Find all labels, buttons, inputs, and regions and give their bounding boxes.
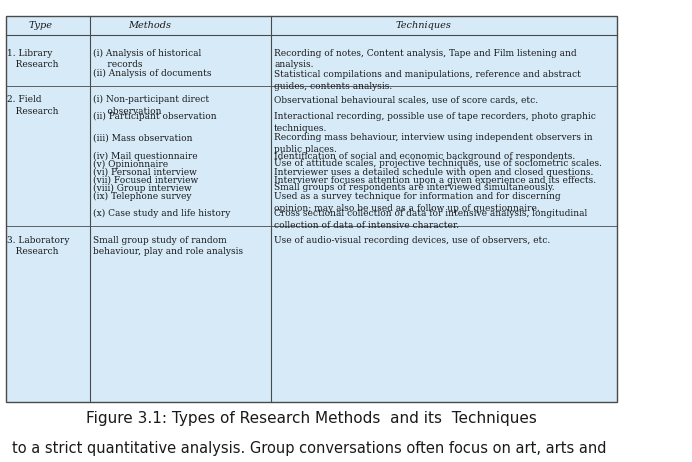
- Text: (ii) Analysis of documents: (ii) Analysis of documents: [93, 69, 212, 79]
- Text: Figure 3.1: Types of Research Methods  and its  Techniques: Figure 3.1: Types of Research Methods an…: [86, 411, 537, 426]
- Text: Use of audio-visual recording devices, use of observers, etc.: Use of audio-visual recording devices, u…: [274, 236, 550, 244]
- Text: (i) Analysis of historical
     records: (i) Analysis of historical records: [93, 49, 201, 69]
- Text: Small group study of random
behaviour, play and role analysis: Small group study of random behaviour, p…: [93, 236, 244, 256]
- Text: Small groups of respondents are interviewed simultaneously.: Small groups of respondents are intervie…: [274, 183, 555, 192]
- Text: Statistical compilations and manipulations, reference and abstract
guides, conte: Statistical compilations and manipulatio…: [274, 70, 581, 91]
- Text: Use of attitude scales, projective techniques, use of sociometric scales.: Use of attitude scales, projective techn…: [274, 159, 602, 168]
- Text: Methods: Methods: [128, 21, 171, 30]
- Text: (iii) Mass observation: (iii) Mass observation: [93, 133, 193, 142]
- Text: Techniques: Techniques: [396, 21, 452, 30]
- Text: Recording mass behaviour, interview using independent observers in
public places: Recording mass behaviour, interview usin…: [274, 133, 593, 154]
- Text: to a strict quantitative analysis. Group conversations often focus on art, arts : to a strict quantitative analysis. Group…: [12, 441, 607, 456]
- Text: (vi) Personal interview: (vi) Personal interview: [93, 168, 197, 176]
- FancyBboxPatch shape: [6, 16, 617, 402]
- Text: Used as a survey technique for information and for discerning
opinion; may also : Used as a survey technique for informati…: [274, 192, 561, 213]
- Text: (i) Non-participant direct
     observation: (i) Non-participant direct observation: [93, 95, 210, 116]
- Text: (ii) Participant observation: (ii) Participant observation: [93, 112, 217, 122]
- Text: 2. Field
   Research: 2. Field Research: [8, 95, 59, 116]
- Text: Type: Type: [28, 21, 53, 30]
- Text: (ix) Telephone survey: (ix) Telephone survey: [93, 192, 192, 201]
- Text: 3. Laboratory
   Research: 3. Laboratory Research: [8, 236, 70, 256]
- Text: (vii) Focused interview: (vii) Focused interview: [93, 176, 199, 184]
- Text: Interviewer focuses attention upon a given experience and its effects.: Interviewer focuses attention upon a giv…: [274, 176, 597, 184]
- Text: (iv) Mail questionnaire: (iv) Mail questionnaire: [93, 152, 198, 161]
- Text: Recording of notes, Content analysis, Tape and Film listening and
analysis.: Recording of notes, Content analysis, Ta…: [274, 49, 576, 69]
- Text: Identification of social and economic background of respondents.: Identification of social and economic ba…: [274, 152, 576, 160]
- Text: Interviewer uses a detailed schedule with open and closed questions.: Interviewer uses a detailed schedule wit…: [274, 168, 594, 176]
- Text: Cross sectional collection of data for intensive analysis, longitudinal
collecti: Cross sectional collection of data for i…: [274, 209, 588, 230]
- Text: Interactional recording, possible use of tape recorders, photo graphic
technique: Interactional recording, possible use of…: [274, 112, 596, 133]
- Text: (v) Opinionnaire: (v) Opinionnaire: [93, 159, 169, 169]
- Text: (x) Case study and life history: (x) Case study and life history: [93, 209, 231, 219]
- Text: Observational behavioural scales, use of score cards, etc.: Observational behavioural scales, use of…: [274, 95, 538, 104]
- Text: 1. Library
   Research: 1. Library Research: [8, 49, 59, 69]
- Text: (viii) Group interview: (viii) Group interview: [93, 183, 192, 193]
